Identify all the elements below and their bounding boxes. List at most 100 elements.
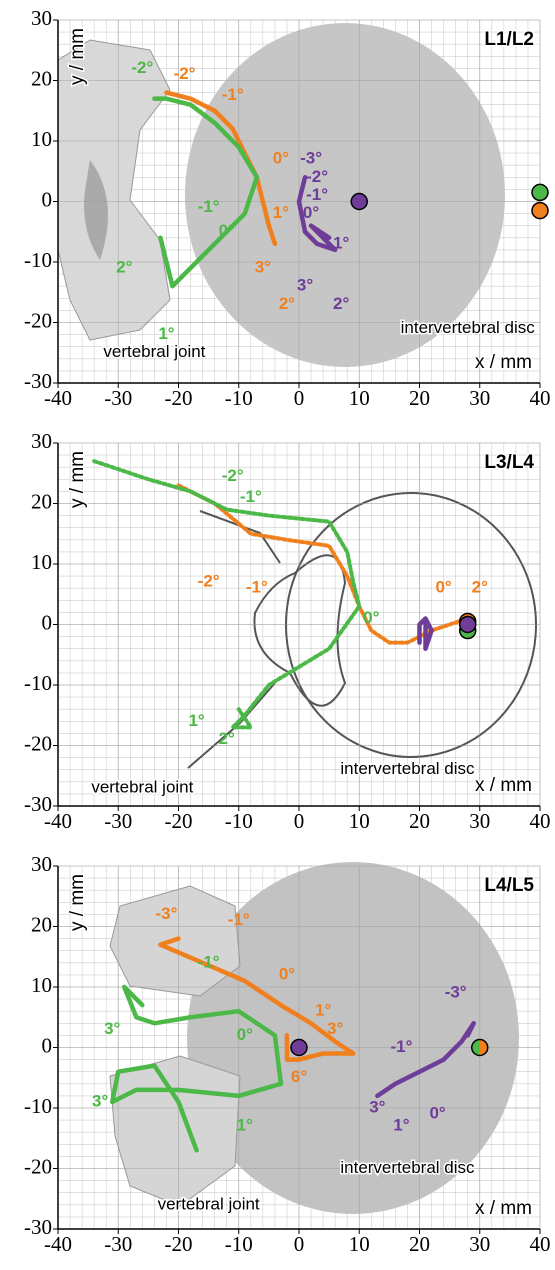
annotation: -1° — [228, 910, 250, 929]
x-tick-label: 20 — [409, 809, 430, 833]
x-tick-label: -30 — [104, 386, 132, 410]
y-tick-label: 20 — [31, 66, 52, 90]
annotation: -1° — [246, 578, 268, 597]
annotation: 1° — [273, 203, 289, 222]
annotation: -1° — [390, 1037, 412, 1056]
y-tick-label: -20 — [24, 1154, 52, 1178]
annotation: -1° — [240, 487, 262, 506]
panel: -40 -30 -20 -10 0 10 20 30 40-30-20-100102030-2°… — [24, 6, 551, 410]
x-tick-label: 40 — [530, 1232, 551, 1256]
y-tick-label: -10 — [24, 248, 52, 272]
y-tick-label: 0 — [42, 187, 53, 211]
annotation: -2° — [306, 167, 328, 186]
annotation: vertebral joint — [158, 1194, 260, 1213]
y-tick-label: 30 — [31, 6, 52, 30]
axis-point — [350, 192, 368, 211]
y-tick-label: 0 — [42, 610, 53, 634]
y-tick-label: -30 — [24, 1215, 52, 1239]
trajectory — [109, 984, 284, 1153]
panel-title: L1/L2 — [484, 29, 534, 50]
anatomy — [57, 23, 505, 367]
panel-title: L3/L4 — [484, 452, 534, 473]
annotation: -2° — [198, 572, 220, 591]
annotation: -2° — [174, 64, 196, 83]
annotation: 3° — [255, 258, 271, 277]
annotation: 3° — [369, 1097, 385, 1116]
annotation: 0° — [219, 221, 235, 240]
annotation: -2° — [222, 466, 244, 485]
x-tick-label: -40 — [44, 386, 72, 410]
annotation: 6° — [291, 1067, 307, 1086]
annotation: -3° — [445, 983, 467, 1002]
annotation: -1° — [222, 85, 244, 104]
axis-point-outline — [471, 1038, 489, 1057]
joint-outline — [199, 510, 281, 564]
x-tick-label: 20 — [409, 1232, 430, 1256]
y-tick-label: -20 — [24, 308, 52, 332]
annotation: 0° — [273, 149, 289, 168]
annotation: 2° — [116, 258, 132, 277]
y-axis-label: y / mm — [67, 451, 88, 508]
y-tick-label: 0 — [42, 1033, 53, 1057]
annotation: 1° — [237, 1116, 253, 1135]
axis-point — [471, 1039, 480, 1056]
axis-point — [458, 615, 477, 634]
annotation: 3° — [297, 276, 313, 295]
annotation: 3° — [104, 1019, 120, 1038]
trajectory — [92, 459, 362, 730]
x-tick-label: -20 — [165, 809, 193, 833]
panel: -40 -30 -20 -10 0 10 20 30 40-30-20-100102030-3°… — [24, 852, 551, 1256]
trajectory — [158, 936, 356, 1062]
annotation: 0° — [237, 1025, 253, 1044]
x-tick-label: 0 — [294, 1232, 305, 1256]
trajectory — [375, 1021, 476, 1099]
joint-outline — [187, 682, 276, 769]
annotation: 1° — [333, 233, 349, 252]
y-tick-label: -10 — [24, 671, 52, 695]
annotation: 2° — [279, 294, 295, 313]
x-tick-label: 40 — [530, 386, 551, 410]
y-tick-label: -10 — [24, 1094, 52, 1118]
x-tick-label: -10 — [225, 1232, 253, 1256]
axis-point — [531, 201, 549, 220]
annotation: 2° — [333, 294, 349, 313]
annotation: -3° — [155, 904, 177, 923]
x-tick-label: -20 — [165, 1232, 193, 1256]
annotation: 0° — [279, 964, 295, 983]
x-tick-label: -30 — [104, 809, 132, 833]
disc-shape — [185, 23, 505, 367]
x-tick-label: -10 — [225, 386, 253, 410]
annotation: 0° — [363, 608, 379, 627]
panel: -40 -30 -20 -10 0 10 20 30 40-30-20-100102030-2°… — [24, 429, 551, 833]
annotation: -1° — [198, 952, 220, 971]
x-tick-label: -10 — [225, 809, 253, 833]
y-tick-label: 10 — [31, 127, 52, 151]
annotation: intervertebral disc — [401, 318, 536, 337]
x-tick-label: -30 — [104, 1232, 132, 1256]
annotation: -2° — [131, 58, 153, 77]
x-tick-label: 0 — [294, 809, 305, 833]
annotation: -1° — [198, 197, 220, 216]
annotation: 0° — [303, 203, 319, 222]
x-axis-label: x / mm — [475, 1198, 532, 1219]
x-tick-label: 30 — [469, 1232, 490, 1256]
annotation: 3° — [327, 1019, 343, 1038]
annotation: 0° — [429, 1104, 445, 1123]
trajectory — [296, 175, 338, 253]
annotation: 1° — [393, 1116, 409, 1135]
x-tick-label: -20 — [165, 386, 193, 410]
x-tick-label: 40 — [530, 809, 551, 833]
annotation: vertebral joint — [91, 777, 193, 796]
annotation: intervertebral disc — [340, 1158, 475, 1177]
trajectory — [176, 483, 470, 645]
annotation: 2° — [219, 729, 235, 748]
y-tick-label: 20 — [31, 489, 52, 513]
x-tick-label: 10 — [349, 809, 370, 833]
y-tick-label: 10 — [31, 973, 52, 997]
x-tick-label: 30 — [469, 386, 490, 410]
x-tick-label: 20 — [409, 386, 430, 410]
x-tick-label: 0 — [294, 386, 305, 410]
annotation: 1° — [315, 1001, 331, 1020]
y-tick-label: 30 — [31, 852, 52, 876]
annotation: 1° — [188, 711, 204, 730]
